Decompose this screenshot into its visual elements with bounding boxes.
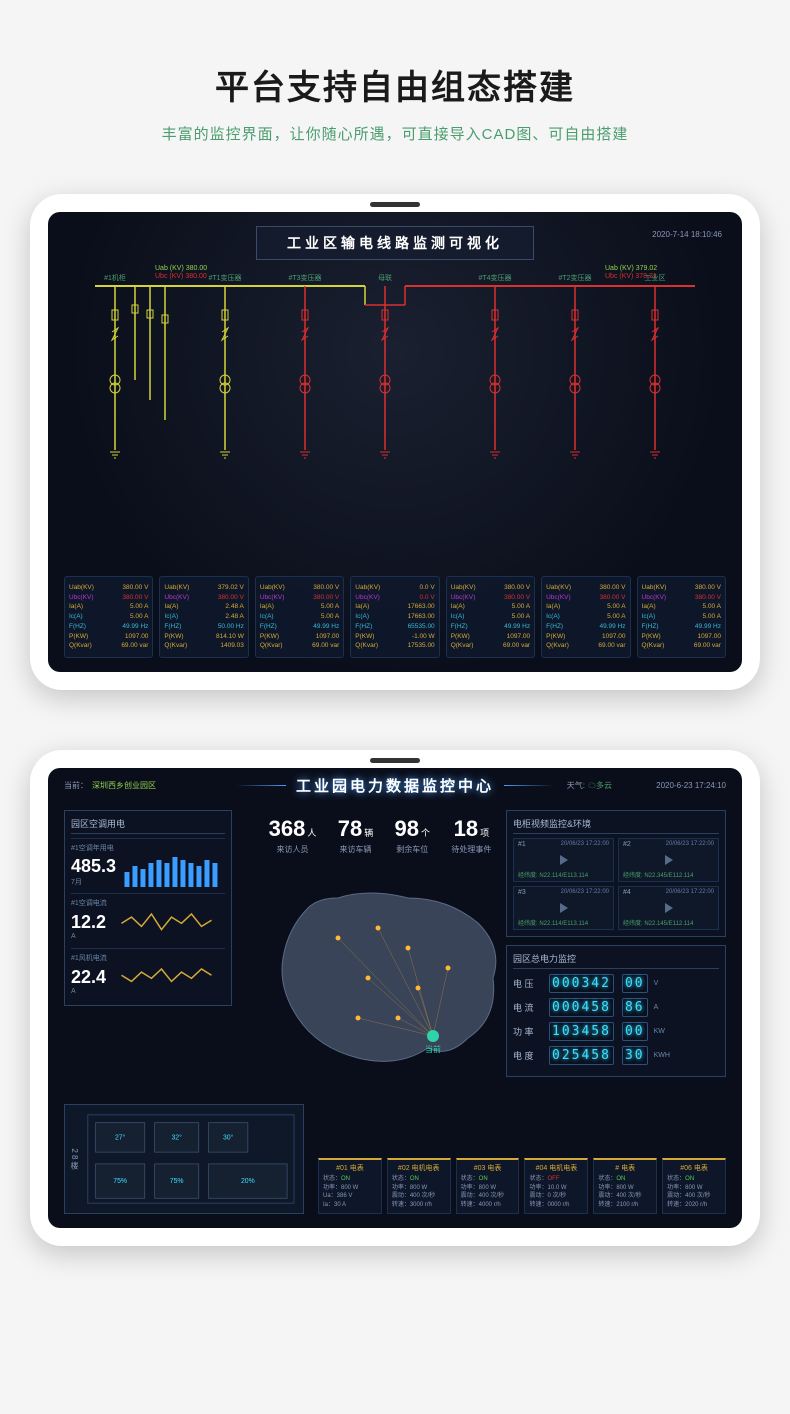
panel-video-monitoring: 电柜视频监控&环境 #120/06/23 17:22:00经纬度: N22.11… xyxy=(506,810,726,937)
metric-row: #1空调年用电485.37月 xyxy=(71,838,225,889)
svg-text:Ubc (KV) 380.00: Ubc (KV) 380.00 xyxy=(155,273,207,280)
video-tile[interactable]: #420/06/23 17:22:00经纬度: N22.145/E112.114 xyxy=(618,886,719,930)
measurement-card[interactable]: Uab(KV)380.00 VUbc(KV)380.00 VIa(A)5.00 … xyxy=(446,576,535,658)
right-column: 电柜视频监控&环境 #120/06/23 17:22:00经纬度: N22.11… xyxy=(506,810,726,1085)
measurement-card[interactable]: Uab(KV)379.02 VUbc(KV)380.00 VIa(A)2.48 … xyxy=(159,576,248,658)
left-metrics-column: 园区空调用电 #1空调年用电485.37月#1空调电流12.2A#1风机电流22… xyxy=(64,810,232,1014)
page-subtitle: 丰富的监控界面，让你随心所遇，可直接导入CAD图、可自由搭建 xyxy=(20,123,770,144)
dashboard-topbar: 当前：深圳西乡创业园区 工业园电力数据监控中心 天气:☁多云 2020-6-23… xyxy=(48,768,742,802)
svg-text:30°: 30° xyxy=(223,1133,234,1141)
panel-ac-power: 园区空调用电 #1空调年用电485.37月#1空调电流12.2A#1风机电流22… xyxy=(64,810,232,1006)
page-title: 平台支持自由组态搭建 xyxy=(20,60,770,109)
play-icon xyxy=(560,855,568,865)
china-map[interactable]: 当前 xyxy=(248,868,528,1088)
stat-item: 18项待处理事件 xyxy=(451,816,491,855)
dashboard-timestamp: 2020-6-23 17:24:10 xyxy=(656,781,726,790)
panel-title: 园区总电力监控 xyxy=(513,952,719,969)
svg-text:#T1变压器: #T1变压器 xyxy=(208,273,241,282)
svg-text:#T2变压器: #T2变压器 xyxy=(558,273,591,282)
floorplan-view[interactable]: 2 8 楼 27° 32° 30° 75% 75% 20% xyxy=(64,1104,304,1214)
scada-title: 工业区输电线路监测可视化 xyxy=(256,226,534,260)
scada-wiring-diagram: Uab (KV) 380.00Ubc (KV) 380.00 Uab (KV) 3… xyxy=(64,260,726,460)
svg-text:75%: 75% xyxy=(113,1178,127,1185)
metric-row: #1风机电流22.4A xyxy=(71,948,225,999)
svg-text:20%: 20% xyxy=(241,1178,255,1185)
svg-text:工业区: 工业区 xyxy=(645,273,666,282)
svg-text:#T4变压器: #T4变压器 xyxy=(478,273,511,282)
camera-notch xyxy=(370,758,420,763)
stat-item: 78辆来访车辆 xyxy=(338,816,374,855)
play-icon xyxy=(560,903,568,913)
play-icon xyxy=(665,855,673,865)
meter-card[interactable]: # 电表状态：ON功率：800 W震动：400 次/秒转速：2100 r/h xyxy=(593,1158,657,1214)
power-reading-row: 电 流00045886A xyxy=(513,998,719,1017)
scada-measurement-cards: Uab(KV)380.00 VUbc(KV)380.00 VIa(A)5.00 … xyxy=(64,576,726,658)
svg-text:27°: 27° xyxy=(115,1133,126,1141)
meter-card[interactable]: #02 电机电表状态：ON功率：800 W震动：400 次/秒转速：3000 r… xyxy=(387,1158,451,1214)
power-reading-row: 电 度02545830KWH xyxy=(513,1046,719,1065)
svg-text:32°: 32° xyxy=(171,1133,182,1141)
svg-text:母联: 母联 xyxy=(378,273,392,282)
scada-timestamp: 2020-7-14 18:10:46 xyxy=(652,230,722,239)
meter-card[interactable]: #01 电表状态：ON功率：800 WUa：386 VIa：30 A xyxy=(318,1158,382,1214)
video-tile[interactable]: #220/06/23 17:22:00经纬度: N22.345/E112.114 xyxy=(618,838,719,882)
weather-indicator: 天气:☁多云 xyxy=(567,780,612,791)
tablet-frame-2: 当前：深圳西乡创业园区 工业园电力数据监控中心 天气:☁多云 2020-6-23… xyxy=(30,750,760,1246)
meter-card[interactable]: #06 电表状态：ON功率：800 W震动：400 次/秒转速：2020 r/h xyxy=(662,1158,726,1214)
panel-title: 园区空调用电 xyxy=(71,817,225,834)
tablet-frame-1: 工业区输电线路监测可视化 2020-7-14 18:10:46 Uab (KV)… xyxy=(30,194,760,690)
video-tile[interactable]: #120/06/23 17:22:00经纬度: N22.114/E113.114 xyxy=(513,838,614,882)
meter-card[interactable]: #03 电表状态：ON功率：800 W震动：400 次/秒转速：4000 r/h xyxy=(456,1158,520,1214)
location-indicator: 当前：深圳西乡创业园区 xyxy=(64,780,156,791)
video-tile[interactable]: #320/06/23 17:22:00经纬度: N22.114/E113.114 xyxy=(513,886,614,930)
svg-text:Uab (KV) 379.02: Uab (KV) 379.02 xyxy=(605,265,657,272)
page-header: 平台支持自由组态搭建 丰富的监控界面，让你随心所遇，可直接导入CAD图、可自由搭… xyxy=(0,0,790,174)
stat-item: 98个剩余车位 xyxy=(395,816,431,855)
metric-row: #1空调电流12.2A xyxy=(71,893,225,944)
measurement-card[interactable]: Uab(KV)380.00 VUbc(KV)380.00 VIa(A)5.00 … xyxy=(541,576,630,658)
play-icon xyxy=(665,903,673,913)
camera-notch xyxy=(370,202,420,207)
meter-card[interactable]: #04 电机电表状态：OFF功率：10.0 W震动：0 次/秒转速：0000 r… xyxy=(524,1158,588,1214)
floorplan-label: 2 8 楼 xyxy=(69,1148,80,1169)
measurement-card[interactable]: Uab(KV)380.00 VUbc(KV)380.00 VIa(A)5.00 … xyxy=(255,576,344,658)
power-reading-row: 功 率10345800KW xyxy=(513,1022,719,1041)
panel-total-power: 园区总电力监控 电 压00034200V 电 流00045886A 功 率10345… xyxy=(506,945,726,1077)
svg-text:Uab (KV) 380.00: Uab (KV) 380.00 xyxy=(155,265,207,272)
stat-item: 368人来访人员 xyxy=(269,816,317,855)
svg-text:#T3变压器: #T3变压器 xyxy=(288,273,321,282)
panel-title: 电柜视频监控&环境 xyxy=(513,817,719,834)
svg-text:75%: 75% xyxy=(170,1178,184,1185)
measurement-card[interactable]: Uab(KV)380.00 VUbc(KV)380.00 VIa(A)5.00 … xyxy=(637,576,726,658)
svg-text:#1机柜: #1机柜 xyxy=(104,273,126,282)
measurement-card[interactable]: Uab(KV)0.0 VUbc(KV)0.0 VIa(A)17663.00Ic(… xyxy=(350,576,439,658)
svg-text:当前: 当前 xyxy=(425,1044,441,1054)
meter-cards-row: #01 电表状态：ON功率：800 WUa：386 VIa：30 A#02 电机… xyxy=(318,1158,726,1214)
power-reading-row: 电 压00034200V xyxy=(513,974,719,993)
screen-scada-diagram: 工业区输电线路监测可视化 2020-7-14 18:10:46 Uab (KV)… xyxy=(48,212,742,672)
dashboard-title: 工业园电力数据监控中心 xyxy=(296,775,494,796)
visitor-stats-row: 368人来访人员 78辆来访车辆 98个剩余车位 18项待处理事件 xyxy=(258,816,502,855)
measurement-card[interactable]: Uab(KV)380.00 VUbc(KV)380.00 VIa(A)5.00 … xyxy=(64,576,153,658)
screen-dashboard: 当前：深圳西乡创业园区 工业园电力数据监控中心 天气:☁多云 2020-6-23… xyxy=(48,768,742,1228)
